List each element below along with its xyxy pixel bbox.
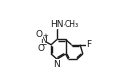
Text: CH₃: CH₃	[65, 20, 79, 29]
Text: O: O	[36, 30, 43, 39]
Text: N: N	[54, 60, 60, 69]
Text: −: −	[40, 40, 46, 49]
Text: O: O	[37, 44, 44, 53]
Text: F: F	[86, 40, 91, 49]
Text: N: N	[40, 36, 47, 45]
Text: HN: HN	[50, 20, 64, 29]
Text: +: +	[42, 33, 48, 39]
